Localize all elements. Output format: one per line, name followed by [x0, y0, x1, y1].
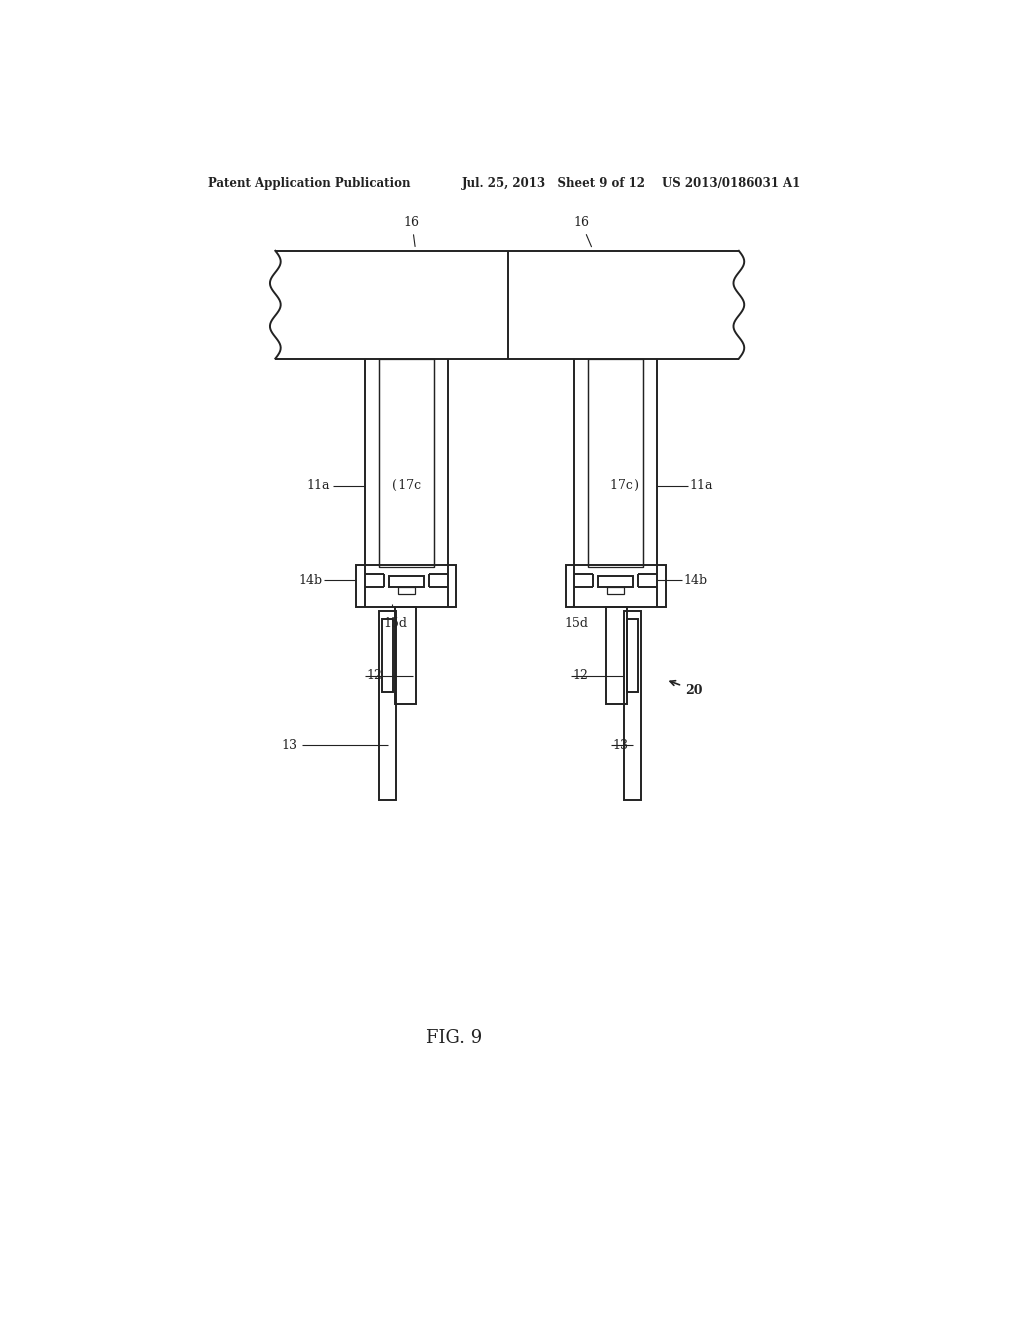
Text: 16: 16 — [403, 216, 420, 247]
Text: 17c ): 17c ) — [609, 479, 639, 492]
Text: 15d: 15d — [383, 616, 408, 630]
Text: 11a: 11a — [689, 479, 713, 492]
Text: 16: 16 — [573, 216, 592, 247]
Bar — [605, 607, 628, 704]
Text: 14b: 14b — [683, 574, 708, 587]
Bar — [379, 611, 396, 800]
Text: US 2013/0186031 A1: US 2013/0186031 A1 — [662, 177, 800, 190]
Text: 11a: 11a — [306, 479, 330, 492]
Text: 12: 12 — [572, 669, 589, 682]
Bar — [565, 565, 666, 607]
Text: 15d: 15d — [565, 616, 589, 630]
Bar — [397, 586, 415, 594]
Bar — [394, 607, 416, 704]
Bar — [388, 576, 424, 586]
Bar — [356, 565, 457, 607]
Bar — [382, 619, 393, 692]
Text: Patent Application Publication: Patent Application Publication — [208, 177, 410, 190]
Text: Jul. 25, 2013   Sheet 9 of 12: Jul. 25, 2013 Sheet 9 of 12 — [462, 177, 646, 190]
Text: 12: 12 — [367, 669, 382, 682]
Text: 20: 20 — [670, 681, 702, 697]
Bar — [588, 359, 643, 566]
Text: ( 17c: ( 17c — [392, 479, 422, 492]
Bar — [607, 586, 625, 594]
Text: 13: 13 — [612, 739, 629, 751]
Bar — [598, 576, 634, 586]
Text: 14b: 14b — [298, 574, 323, 587]
Text: 13: 13 — [282, 739, 298, 751]
Bar — [625, 611, 641, 800]
Text: FIG. 9: FIG. 9 — [426, 1028, 482, 1047]
Bar — [628, 619, 638, 692]
Bar — [379, 359, 434, 566]
